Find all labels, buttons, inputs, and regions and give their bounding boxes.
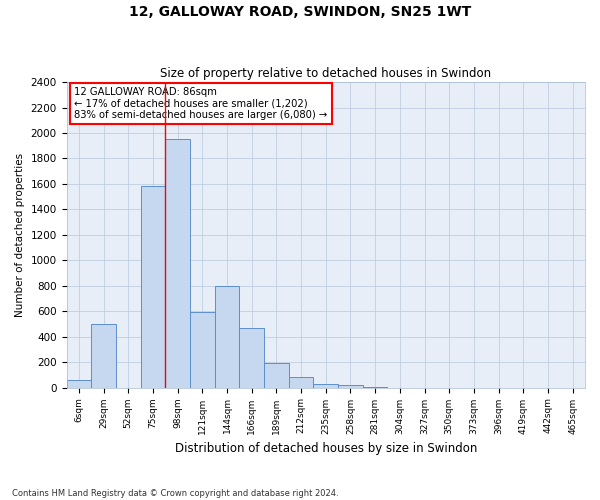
Bar [67, 380, 91, 388]
Bar [165, 140, 190, 388]
Bar [91, 324, 116, 388]
Bar [363, 386, 388, 388]
Text: 12 GALLOWAY ROAD: 86sqm
← 17% of detached houses are smaller (1,202)
83% of semi: 12 GALLOWAY ROAD: 86sqm ← 17% of detache… [74, 86, 328, 120]
Bar [338, 385, 363, 388]
Bar [190, 312, 215, 388]
Text: 12, GALLOWAY ROAD, SWINDON, SN25 1WT: 12, GALLOWAY ROAD, SWINDON, SN25 1WT [129, 5, 471, 19]
Bar [239, 328, 264, 388]
Bar [264, 362, 289, 388]
Text: Contains HM Land Registry data © Crown copyright and database right 2024.: Contains HM Land Registry data © Crown c… [12, 488, 338, 498]
Y-axis label: Number of detached properties: Number of detached properties [15, 153, 25, 317]
X-axis label: Distribution of detached houses by size in Swindon: Distribution of detached houses by size … [175, 442, 477, 455]
Title: Size of property relative to detached houses in Swindon: Size of property relative to detached ho… [160, 66, 491, 80]
Bar [289, 376, 313, 388]
Bar [215, 286, 239, 388]
Bar [140, 186, 165, 388]
Bar [313, 384, 338, 388]
